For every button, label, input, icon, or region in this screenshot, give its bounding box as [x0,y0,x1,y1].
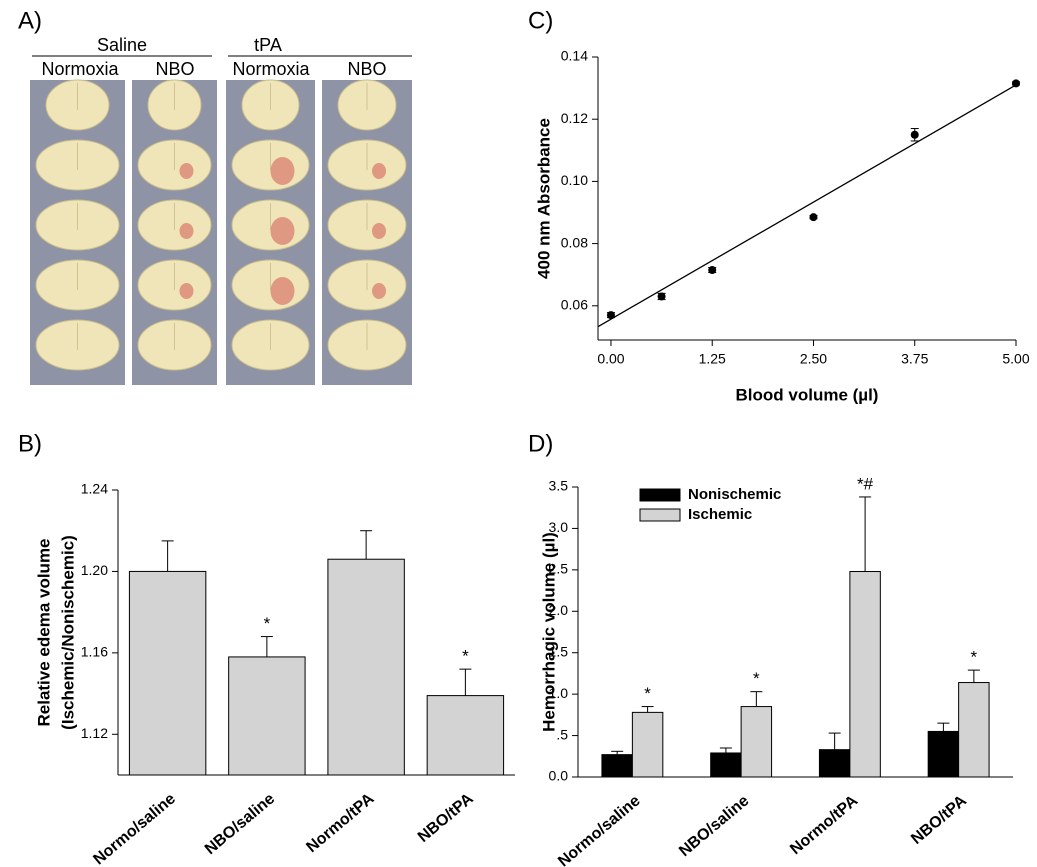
x-tick-label: NBO/saline [676,792,752,860]
y-tick-label: 1.12 [81,725,108,741]
x-tick-label: 1.25 [699,351,726,367]
significance-mark: * [264,614,271,633]
y-tick-label: 1.5 [549,643,569,659]
x-tick-label: 0.00 [597,351,624,367]
bar [710,752,742,778]
lesion [270,217,295,245]
significance-mark: * [971,648,978,667]
bar [927,730,960,778]
lesion [179,163,194,179]
data-point [910,130,919,139]
fit-line [597,84,1017,328]
panel-label: A) [18,7,42,34]
lesion [372,223,386,239]
significance-mark: * [462,647,469,666]
lesion [179,223,194,239]
bar [426,695,505,776]
y-tick-label: 1.0 [549,685,569,701]
significance-mark: * [753,669,760,688]
legend-swatch [639,508,681,522]
column-label: Normoxia [41,59,119,79]
bar [818,749,851,778]
y-tick-label: 3.0 [549,519,569,535]
y-tick-label: 1.24 [81,481,108,497]
x-tick-label: Normo/tPA [303,790,377,856]
bar [631,711,664,778]
column-label: Normoxia [232,59,310,79]
data-point [606,311,615,320]
y-tick-label: 0.06 [561,296,588,312]
column-label: NBO [347,59,386,79]
y-tick-label: 0.0 [549,768,569,784]
y-tick-label: 3.5 [549,478,569,494]
bar [849,571,881,778]
y-tick-label: 0.14 [561,48,588,64]
data-point [657,292,666,301]
significance-mark: *# [857,474,874,493]
x-tick-label: Normo/saline [90,790,179,867]
y-axis-label: 400 nm Absorbance [534,118,553,279]
data-point [1012,79,1020,88]
bar [228,656,306,776]
lesion [372,283,386,299]
x-tick-label: NBO/tPA [908,792,970,848]
bar [327,558,405,776]
panel-label: D) [528,430,553,457]
legend-swatch [639,488,681,502]
panel-label: C) [528,7,553,34]
bar [740,706,773,778]
y-axis-label: Hemorrhagic volume (µl) [539,532,558,732]
significance-mark: * [644,684,651,703]
y-tick-label: 1.20 [81,562,108,578]
x-tick-label: NBO/saline [202,790,278,858]
bar [128,570,207,776]
y-tick-label: 0.10 [561,172,588,188]
x-tick-label: 5.00 [1002,351,1029,367]
x-tick-label: 2.50 [800,351,827,367]
y-tick-label: 2.0 [549,602,569,618]
lesion [179,283,194,299]
lesion [270,157,295,185]
group-label: tPA [254,35,282,55]
group-label: Saline [97,35,147,55]
y-tick-label: 0.12 [561,110,588,126]
y-axis-label: Relative edema volume [34,538,53,726]
x-tick-label: Normo/saline [555,792,644,867]
y-tick-label: 0.08 [561,234,588,250]
y-tick-label: 2.5 [549,561,569,577]
x-axis-label: Blood volume (µl) [736,385,879,404]
bar [958,682,990,778]
y-axis-label: (Ischemic/Nonischemic) [58,535,77,730]
legend-label: Ischemic [688,506,752,523]
y-tick-label: 1.16 [81,644,108,660]
bar [601,754,633,778]
lesion [270,277,295,305]
x-tick-label: NBO/tPA [415,790,477,846]
data-point [708,266,717,275]
y-tick-label: .5 [556,726,568,742]
column-label: NBO [155,59,194,79]
x-tick-label: Normo/tPA [787,792,861,858]
lesion [372,163,386,179]
x-tick-label: 3.75 [901,351,928,367]
data-point [809,213,818,222]
panel-label: B) [18,430,42,457]
legend-label: Nonischemic [688,486,781,503]
